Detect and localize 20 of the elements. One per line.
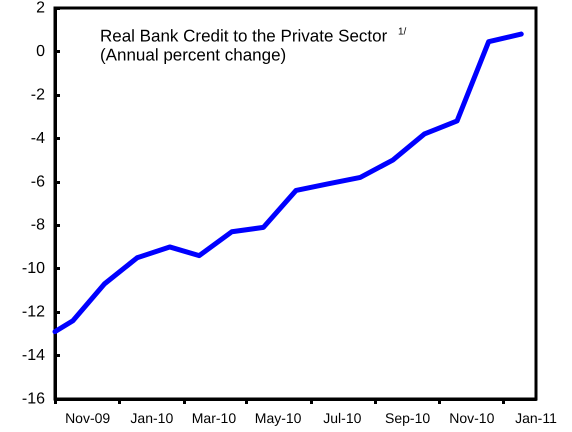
y-tick-label: -12	[22, 304, 46, 321]
text: Real Bank Credit to the Private Sector 1/	[100, 26, 407, 46]
text: (Annual percent change)	[100, 46, 286, 64]
x-tick-label: Jan-11	[515, 410, 558, 426]
y-tick-label: -6	[30, 173, 46, 190]
x-tick-label: Sep-10	[385, 410, 430, 426]
x-tick-label: Nov-10	[449, 410, 495, 426]
y-tick-label: 0	[36, 42, 46, 60]
y-tick-label: -10	[22, 260, 46, 278]
y-tick-label: -2	[30, 86, 46, 104]
y-tick-label: -14	[22, 347, 46, 364]
x-tick-label: May-10	[254, 410, 302, 426]
y-tick-label: -16	[22, 390, 46, 408]
x-tick-label: Jan-10	[130, 410, 174, 426]
y-tick-label: 2	[36, 0, 46, 16]
x-tick-label: Mar-10	[192, 410, 236, 426]
x-tick-label: Nov-09	[65, 410, 110, 426]
y-tick-label: -4	[30, 130, 46, 147]
x-tick-label: Jul-10	[323, 410, 362, 426]
y-tick-label: -8	[30, 216, 46, 234]
